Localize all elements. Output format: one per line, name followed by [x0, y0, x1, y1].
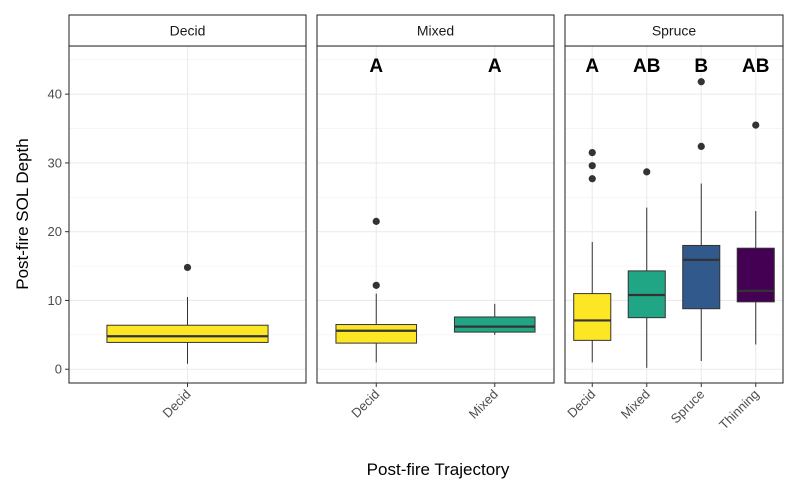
y-tick-label: 20 [48, 224, 62, 239]
outlier-point [588, 162, 596, 170]
y-tick-label: 10 [48, 293, 62, 308]
x-axis-title: Post-fire Trajectory [367, 460, 510, 479]
box-body [335, 324, 418, 344]
outlier-point [372, 217, 380, 225]
box-spruce-decid [573, 149, 612, 363]
box-spruce-spruce [682, 78, 721, 361]
outlier-point [183, 263, 192, 272]
y-tick-label: 30 [48, 155, 62, 170]
significance-letter: B [694, 56, 708, 77]
box-decid-decid [106, 263, 269, 364]
outlier-point [752, 121, 760, 129]
box-spruce-mixed [627, 168, 666, 368]
significance-letter: AB [742, 56, 769, 77]
y-axis: 0 10 20 30 40 [48, 87, 69, 377]
significance-letter: A [369, 56, 383, 77]
strip-label: Mixed [417, 23, 454, 39]
strip-background [68, 14, 307, 47]
strip-background [316, 14, 555, 47]
box-body [453, 316, 536, 333]
strip-label: Decid [170, 23, 206, 39]
box-spruce-thinning [736, 121, 775, 345]
box-body [106, 324, 269, 343]
outlier-point [372, 281, 380, 289]
y-tick-label: 0 [55, 362, 62, 377]
box-body [573, 293, 612, 341]
outlier-point [588, 175, 596, 183]
outlier-point [588, 149, 596, 157]
outlier-point [697, 78, 705, 86]
significance-letter: A [488, 56, 502, 77]
strip-label: Spruce [652, 23, 697, 39]
box-body [682, 244, 721, 310]
y-axis-title: Post-fire SOL Depth [13, 138, 32, 290]
y-tick-label: 40 [48, 87, 62, 102]
box-mixed-mixed [453, 303, 536, 335]
box-mixed-decid [335, 217, 418, 363]
significance-letter: AB [633, 56, 660, 77]
outlier-point [697, 142, 705, 151]
strip-background [564, 14, 784, 47]
box-body [736, 247, 775, 303]
significance-letter: A [585, 56, 599, 77]
outlier-point [643, 168, 651, 176]
